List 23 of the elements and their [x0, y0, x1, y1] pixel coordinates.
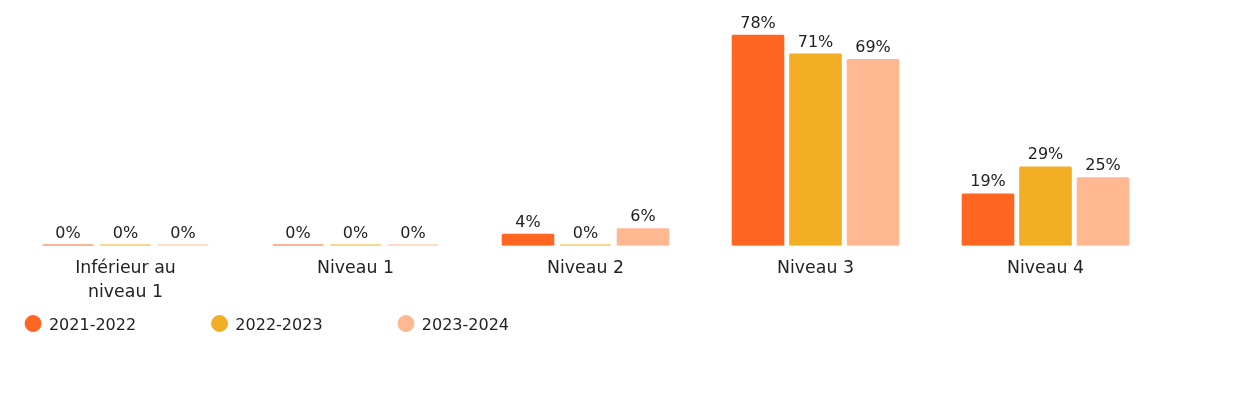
x-tick-label: Niveau 1: [317, 256, 394, 277]
data-label: 0%: [112, 222, 139, 242]
legend-label: 2021-2022: [48, 314, 137, 334]
data-label: 71%: [797, 31, 834, 51]
data-label: 6%: [630, 206, 656, 226]
data-label: 78%: [740, 12, 776, 32]
x-tick-label: Niveau 2: [547, 256, 624, 277]
data-label: 29%: [1027, 144, 1064, 164]
data-label: 25%: [1085, 155, 1121, 175]
data-label: 0%: [572, 222, 599, 242]
data-label: 0%: [55, 222, 81, 242]
legend-label: 2023-2024: [421, 314, 510, 334]
data-label: 0%: [170, 222, 196, 242]
data-label: 0%: [400, 222, 426, 242]
x-tick-label: Inférieur au niveau 1: [75, 256, 176, 301]
legend-label: 2022-2023: [235, 314, 323, 334]
data-label: 0%: [342, 222, 369, 242]
data-label: 4%: [515, 211, 541, 231]
data-label: 0%: [285, 222, 311, 242]
data-label: 69%: [855, 36, 891, 56]
x-tick-label: Niveau 4: [1007, 256, 1084, 277]
x-tick-label: Niveau 3: [777, 256, 854, 277]
data-label: 19%: [970, 171, 1006, 191]
